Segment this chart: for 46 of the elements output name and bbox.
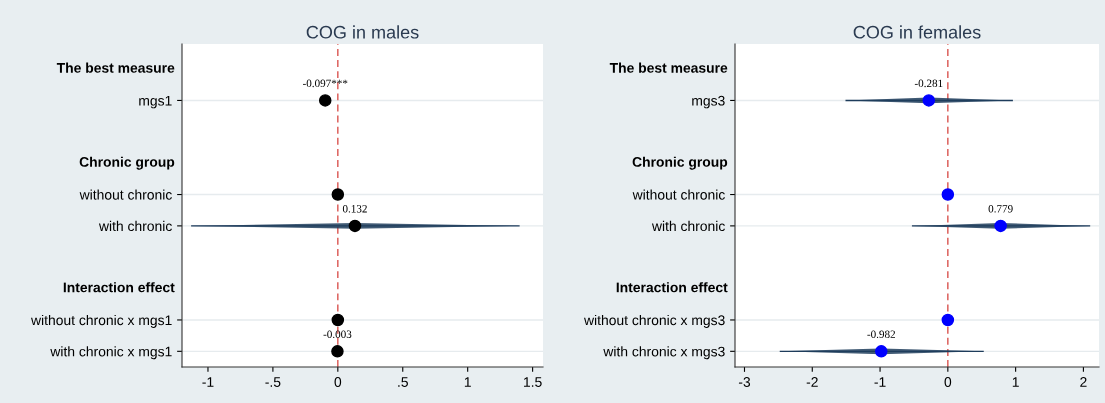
- y-tick-label: Chronic group: [79, 156, 175, 170]
- point: [994, 219, 1007, 233]
- point: [318, 94, 332, 107]
- y-tick-label: without chronic x mgs3: [584, 314, 725, 328]
- data-label: -0.982: [867, 330, 896, 338]
- x-tick-label: .5: [398, 377, 408, 387]
- point: [922, 94, 936, 107]
- y-tick-label: with chronic x mgs3: [603, 346, 725, 360]
- chart-title: COG in females: [853, 25, 981, 39]
- y-tick-label: with chronic x mgs1: [50, 346, 172, 360]
- y-tick-label: with chronic: [651, 220, 725, 232]
- x-tick-label: 0: [334, 377, 342, 387]
- data-label: -0.003: [323, 330, 352, 338]
- point: [331, 345, 344, 358]
- y-tick-label: without chronic x mgs1: [31, 314, 172, 328]
- point: [348, 219, 362, 233]
- y-tick-label: The best measure: [56, 62, 175, 73]
- x-tick-label: 2: [1080, 377, 1087, 387]
- y-tick-label: mgs1: [139, 95, 172, 109]
- x-tick-label: 0: [944, 377, 952, 387]
- data-label: -0.097***: [302, 79, 348, 88]
- y-tick-label: mgs3: [692, 95, 725, 109]
- point: [875, 345, 888, 358]
- x-tick-label: 1: [1012, 377, 1019, 387]
- x-tick-label: -1: [202, 377, 214, 387]
- chart-title: COG in males: [306, 25, 419, 39]
- y-tick-label: The best measure: [609, 62, 728, 73]
- x-tick-label: -3: [738, 377, 751, 387]
- y-tick-label: Interaction effect: [63, 282, 175, 293]
- y-tick-label: Interaction effect: [616, 282, 728, 293]
- y-tick-label: without chronic: [79, 189, 172, 200]
- y-tick-label: with chronic: [98, 220, 172, 232]
- x-tick-label: -1: [874, 377, 886, 387]
- data-label: 0.132: [342, 205, 367, 213]
- data-label: 0.779: [988, 205, 1013, 213]
- point: [331, 188, 345, 201]
- x-tick-label: -.5: [265, 377, 281, 387]
- data-label: -0.281: [914, 79, 943, 88]
- y-tick-label: Chronic group: [632, 156, 728, 170]
- x-tick-label: -2: [806, 377, 818, 387]
- x-tick-label: 1.5: [524, 377, 542, 387]
- x-tick-label: 1: [464, 377, 471, 387]
- point: [941, 188, 955, 201]
- point: [331, 313, 345, 327]
- y-tick-label: without chronic: [632, 189, 725, 200]
- point: [941, 313, 955, 327]
